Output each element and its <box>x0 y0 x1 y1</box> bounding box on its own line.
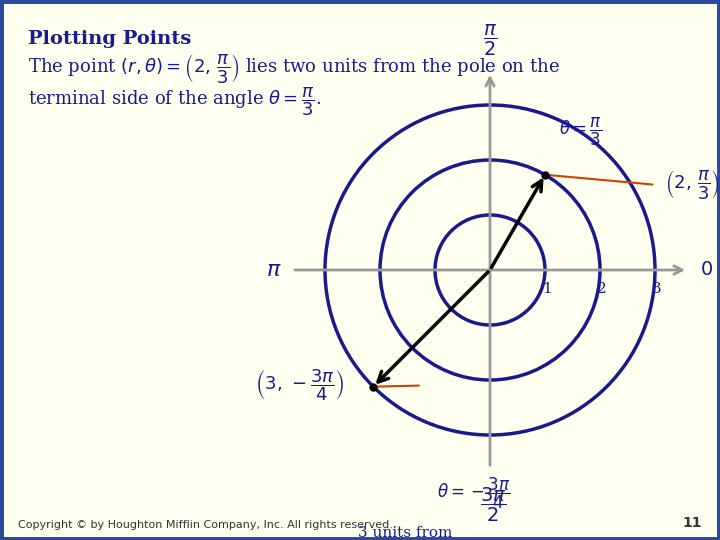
Text: terminal side of the angle $\theta = \dfrac{\pi}{3}$.: terminal side of the angle $\theta = \df… <box>28 85 321 118</box>
Text: $\left(3,\, -\dfrac{3\pi}{4}\right)$: $\left(3,\, -\dfrac{3\pi}{4}\right)$ <box>255 368 345 403</box>
Text: 3 units from
the pole: 3 units from the pole <box>358 526 452 540</box>
Text: $\dfrac{3\pi}{2}$: $\dfrac{3\pi}{2}$ <box>480 486 506 524</box>
Text: 11: 11 <box>683 516 702 530</box>
Text: Plotting Points: Plotting Points <box>28 30 192 48</box>
Text: $\theta = -\dfrac{3\pi}{4}$: $\theta = -\dfrac{3\pi}{4}$ <box>436 476 510 511</box>
Text: 1: 1 <box>542 282 552 296</box>
Text: 3: 3 <box>652 282 662 296</box>
Text: Copyright © by Houghton Mifflin Company, Inc. All rights reserved.: Copyright © by Houghton Mifflin Company,… <box>18 520 393 530</box>
Text: $\left(2,\, \dfrac{\pi}{3}\right)$: $\left(2,\, \dfrac{\pi}{3}\right)$ <box>665 168 720 201</box>
Text: The point $(r, \theta) = \left(2,\, \dfrac{\pi}{3}\right)$ lies two units from t: The point $(r, \theta) = \left(2,\, \dfr… <box>28 52 560 85</box>
Text: 2: 2 <box>597 282 607 296</box>
Text: $\dfrac{\pi}{2}$: $\dfrac{\pi}{2}$ <box>483 23 498 58</box>
Text: $\pi$: $\pi$ <box>266 259 282 281</box>
Text: $\theta = \dfrac{\pi}{3}$: $\theta = \dfrac{\pi}{3}$ <box>559 116 602 147</box>
Text: $0$: $0$ <box>700 261 713 279</box>
